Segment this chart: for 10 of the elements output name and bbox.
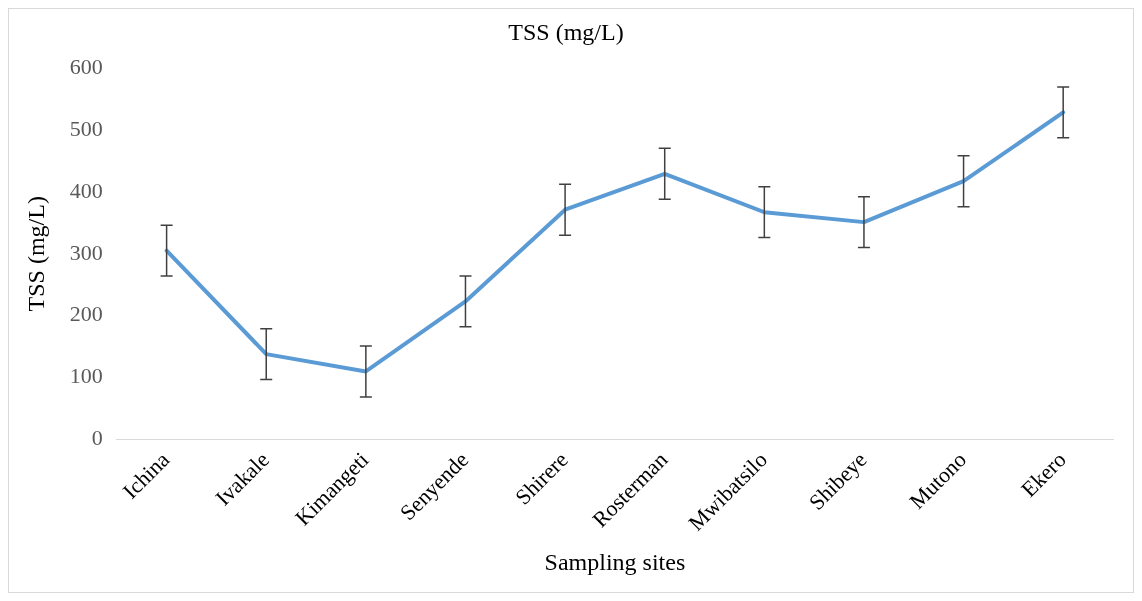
y-tick-label: 500	[69, 115, 103, 141]
y-tick-label: 100	[69, 363, 103, 389]
y-tick-label: 300	[69, 239, 103, 265]
y-axis-title: TSS (mg/L)	[22, 196, 49, 312]
y-tick-label: 400	[69, 177, 103, 203]
y-tick-label: 200	[69, 301, 103, 327]
chart-title: TSS (mg/L)	[508, 18, 624, 45]
y-tick-label: 600	[69, 53, 103, 79]
x-axis-title: Sampling sites	[544, 548, 686, 575]
y-tick-label: 0	[91, 425, 103, 451]
